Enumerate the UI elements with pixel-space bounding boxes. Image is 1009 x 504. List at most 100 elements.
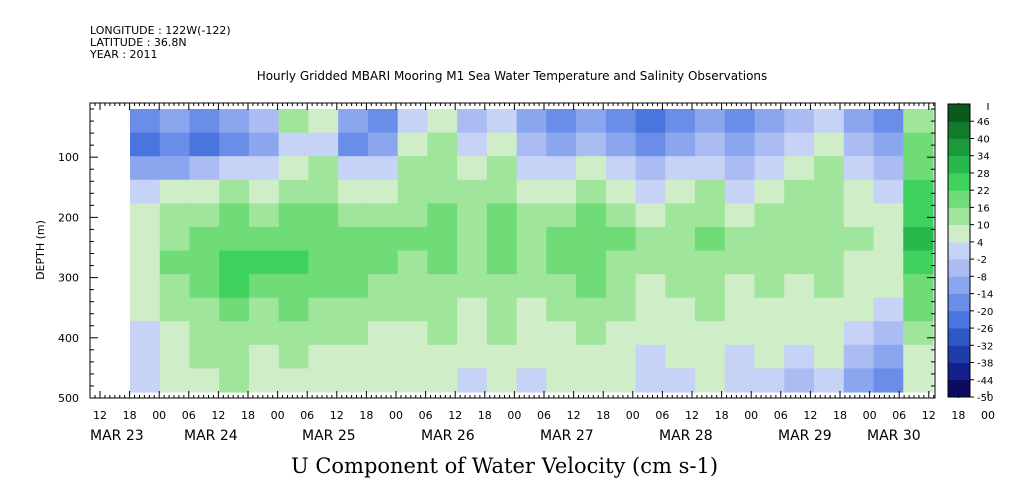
heatmap-cell bbox=[427, 109, 458, 134]
heatmap-cell bbox=[189, 226, 220, 252]
heatmap-cell bbox=[308, 132, 339, 157]
x-hour-label: 06 bbox=[892, 409, 906, 422]
heatmap-cell bbox=[516, 109, 547, 134]
heatmap-cell bbox=[843, 109, 875, 134]
heatmap-cell bbox=[457, 321, 488, 346]
heatmap-cell bbox=[516, 368, 547, 393]
heatmap-cell bbox=[308, 344, 339, 369]
y-tick-label: 300 bbox=[58, 272, 79, 285]
heatmap-cell bbox=[278, 297, 310, 322]
heatmap-cell bbox=[219, 297, 250, 322]
heatmap-cell bbox=[576, 226, 607, 252]
heatmap-cell bbox=[665, 203, 696, 228]
colorbar-tick-label: 46 bbox=[977, 117, 990, 128]
year-label: YEAR : 2011 bbox=[90, 48, 158, 61]
colorbar-swatch bbox=[948, 155, 970, 174]
x-hour-label: 00 bbox=[507, 409, 521, 422]
heatmap-cell bbox=[843, 226, 875, 252]
colorbar-tick-label: -2 bbox=[977, 255, 987, 266]
heatmap-cell bbox=[605, 344, 637, 369]
heatmap-cell bbox=[457, 109, 488, 134]
heatmap-cell bbox=[843, 297, 875, 322]
x-hour-label: 06 bbox=[182, 409, 196, 422]
heatmap-cell bbox=[695, 297, 726, 322]
heatmap-cell bbox=[843, 179, 875, 204]
x-hour-label: 00 bbox=[981, 409, 995, 422]
heatmap-cell bbox=[367, 250, 399, 275]
heatmap-cell bbox=[159, 109, 191, 134]
heatmap-cell bbox=[754, 344, 785, 369]
colorbar-swatch bbox=[948, 224, 970, 243]
heatmap-cell bbox=[665, 156, 696, 181]
heatmap-cell bbox=[635, 368, 666, 393]
colorbar-tick-label: 22 bbox=[977, 186, 990, 197]
heatmap-cell bbox=[189, 179, 220, 204]
heatmap-cell bbox=[130, 297, 161, 322]
heatmap-cell bbox=[635, 109, 666, 134]
heatmap-cell bbox=[308, 368, 339, 393]
heatmap-cell bbox=[546, 344, 577, 369]
heatmap-cell bbox=[903, 179, 934, 204]
x-hour-label: 12 bbox=[448, 409, 462, 422]
x-hour-label: 18 bbox=[833, 409, 847, 422]
heatmap-cell bbox=[130, 109, 161, 134]
x-hour-label: 18 bbox=[478, 409, 492, 422]
heatmap-cell bbox=[843, 321, 875, 346]
heatmap-cell bbox=[903, 274, 934, 299]
heatmap-cell bbox=[903, 203, 934, 228]
colorbar-tick-label: -38 bbox=[977, 359, 993, 370]
heatmap-cell bbox=[248, 226, 280, 252]
heatmap-cell bbox=[605, 250, 637, 275]
heatmap-cell bbox=[516, 321, 547, 346]
x-day-label: MAR 27 bbox=[540, 428, 594, 444]
colorbar-swatch bbox=[948, 207, 970, 226]
heatmap-cell bbox=[397, 368, 429, 393]
heatmap-cell bbox=[130, 203, 161, 228]
heatmap-cell bbox=[130, 226, 161, 252]
heatmap-cell bbox=[219, 179, 250, 204]
heatmap-cell bbox=[248, 203, 280, 228]
heatmap-cell bbox=[278, 250, 310, 275]
x-hour-label: 18 bbox=[715, 409, 729, 422]
heatmap-cell bbox=[843, 368, 875, 393]
plot-frame bbox=[89, 102, 936, 399]
heatmap-cell bbox=[635, 226, 666, 252]
heatmap-cell bbox=[903, 297, 934, 322]
heatmap-cell bbox=[486, 226, 518, 252]
heatmap-cell bbox=[278, 274, 310, 299]
heatmap-cell bbox=[486, 297, 518, 322]
heatmap-cell bbox=[873, 226, 904, 252]
colorbar-frame bbox=[947, 103, 971, 398]
heatmap-cell bbox=[130, 156, 161, 181]
heatmap-cell bbox=[189, 132, 220, 157]
heatmap-cell bbox=[576, 368, 607, 393]
heatmap-cell bbox=[754, 250, 785, 275]
colorbar-tick-label: -20 bbox=[977, 307, 993, 318]
heatmap-cell bbox=[338, 274, 369, 299]
heatmap-cell bbox=[457, 226, 488, 252]
heatmap-cell bbox=[635, 344, 666, 369]
colorbar-swatch bbox=[948, 104, 970, 122]
heatmap-cell bbox=[367, 297, 399, 322]
heatmap-cell bbox=[278, 344, 310, 369]
x-hour-label: 18 bbox=[596, 409, 610, 422]
heatmap-cell bbox=[724, 203, 756, 228]
heatmap-cell bbox=[159, 226, 191, 252]
heatmap-cell bbox=[754, 321, 785, 346]
heatmap-cell bbox=[248, 274, 280, 299]
heatmap-cell bbox=[814, 321, 845, 346]
heatmap-cell bbox=[635, 250, 666, 275]
colorbar-swatch bbox=[948, 310, 970, 329]
heatmap-cell bbox=[724, 109, 756, 134]
colorbar-tick-label: 28 bbox=[977, 169, 990, 180]
heatmap-cell bbox=[665, 274, 696, 299]
heatmap-cell bbox=[427, 226, 458, 252]
heatmap-cell bbox=[903, 250, 934, 275]
heatmap-cell bbox=[278, 132, 310, 157]
heatmap-cell bbox=[695, 132, 726, 157]
heatmap-cell bbox=[784, 250, 815, 275]
heatmap-cell bbox=[576, 297, 607, 322]
heatmap-cell bbox=[665, 368, 696, 393]
longitude-label: LONGITUDE : 122W(-122) bbox=[90, 24, 231, 37]
heatmap-cell bbox=[784, 132, 815, 157]
